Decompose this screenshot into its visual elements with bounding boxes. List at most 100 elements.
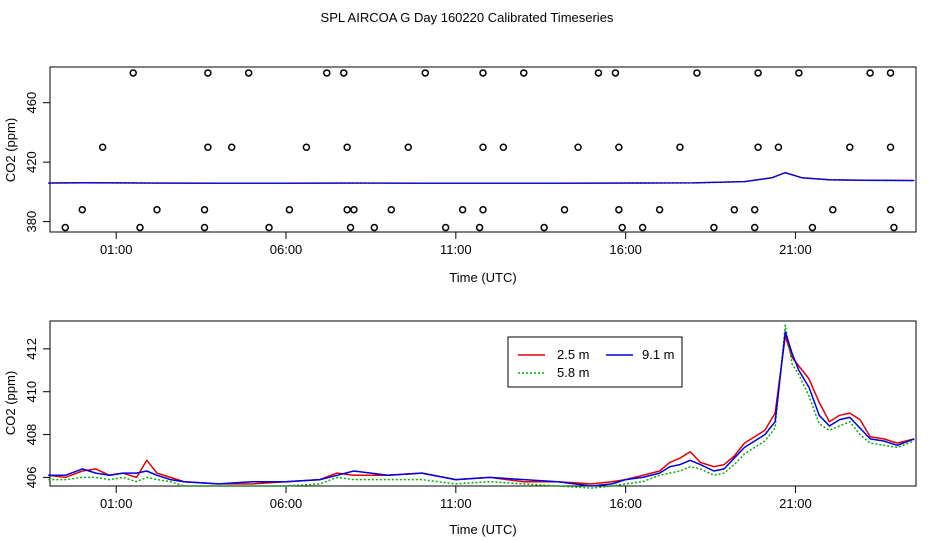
top-y-axis: 380 420 460 [24,92,50,233]
scatter-point [594,69,603,77]
scatter-point [404,143,413,152]
bottom-x-axis-label: Time (UTC) [449,522,516,537]
legend-label-5-8m: 5.8 m [557,365,590,380]
scatter-point [475,223,484,232]
scatter-point [693,69,701,77]
scatter-point [227,143,236,152]
legend-label-9-1m: 9.1 m [642,347,675,362]
bottom-x-tick-label: 11:00 [440,496,472,511]
bottom-x-axis: 01:00 06:00 11:00 16:00 21:00 [100,486,812,511]
scatter-point [540,223,548,232]
bottom-series-lines [48,324,915,489]
bottom-x-tick-label: 16:00 [609,496,642,511]
bottom-plot-frame [49,320,917,487]
top-x-tick-label: 16:00 [609,242,642,257]
scatter-point [574,143,582,152]
scatter-point [61,223,70,232]
scatter-point [323,69,331,77]
scatter-point [866,69,874,77]
scatter-point [204,143,212,152]
scatter-point [795,69,803,77]
scatter-point [754,143,762,152]
legend-label-2-5m: 2.5 m [557,347,590,362]
top-series-line-2-5-m [48,171,915,184]
scatter-point [750,223,759,232]
top-x-tick-label: 06:00 [270,242,303,257]
scatter-point [750,205,759,214]
bottom-y-axis-label: CO2 (ppm) [3,371,18,435]
scatter-point [458,205,467,214]
bottom-x-tick-label: 21:00 [779,496,812,511]
bottom-series-line-9-1-m [48,330,915,487]
scatter-point [886,205,895,214]
top-series-line-5-8-m [48,172,915,185]
top-y-tick-label: 380 [24,211,39,233]
scatter-point [499,143,508,152]
top-y-tick-label: 420 [24,151,39,173]
scatter-point [611,69,620,77]
top-x-tick-label: 11:00 [440,242,472,257]
scatter-point [886,69,895,77]
bottom-y-tick-label: 408 [24,424,39,446]
scatter-point [350,205,358,214]
bottom-y-axis: 406 408 410 412 [24,338,50,488]
top-plot-frame [49,66,917,233]
scatter-point [730,205,739,214]
top-series-lines [48,171,915,185]
bottom-y-tick-label: 406 [24,467,39,489]
scatter-point [655,205,664,214]
scatter-point [302,143,311,152]
scatter-point [479,69,487,77]
scatter-point [890,223,898,232]
scatter-point [370,223,379,232]
scatter-point [265,223,273,232]
scatter-point [98,143,107,152]
scatter-point [560,205,569,214]
scatter-point [808,223,817,232]
bottom-series-line-5-8-m [48,324,915,489]
top-x-tick-label: 01:00 [100,242,133,257]
top-y-axis-label: CO2 (ppm) [3,118,18,182]
legend: 2.5 m 9.1 m 5.8 m [507,336,683,388]
scatter-point [78,205,87,214]
scatter-point [615,143,623,152]
scatter-point [200,223,209,232]
bottom-series-line-2-5-m [48,335,915,485]
scatter-point [441,223,450,232]
scatter-point [244,69,253,77]
scatter-point [343,143,351,152]
scatter-point [520,69,528,77]
scatter-point [343,205,351,214]
scatter-point [638,223,647,232]
scatter-point [886,143,895,152]
bottom-y-tick-label: 410 [24,381,39,403]
scatter-point [421,69,430,77]
bottom-x-tick-label: 01:00 [100,496,133,511]
scatter-point [285,205,294,214]
legend-box [507,336,683,388]
scatter-point [136,223,144,232]
top-scatter-points [61,69,898,232]
chart-title: SPL AIRCOA G Day 160220 Calibrated Times… [321,10,614,25]
top-x-tick-label: 21:00 [779,242,812,257]
scatter-point [479,205,487,214]
scatter-point [754,69,762,77]
scatter-point [153,205,161,214]
scatter-point [387,205,396,214]
top-x-axis: 01:00 06:00 11:00 16:00 21:00 [100,232,812,257]
bottom-y-tick-label: 412 [24,338,39,360]
scatter-point [346,223,355,232]
scatter-point [710,223,718,232]
scatter-point [204,69,212,77]
scatter-point [129,69,137,77]
scatter-point [829,205,837,214]
top-panel: 380 420 460 01:00 06:00 11:00 16:00 21:00 Time… [3,66,917,285]
bottom-x-tick-label: 06:00 [270,496,303,511]
scatter-point [200,205,209,214]
scatter-point [676,143,684,152]
scatter-point [340,69,348,77]
scatter-point [774,143,783,152]
scatter-point [846,143,854,152]
scatter-point [615,205,623,214]
